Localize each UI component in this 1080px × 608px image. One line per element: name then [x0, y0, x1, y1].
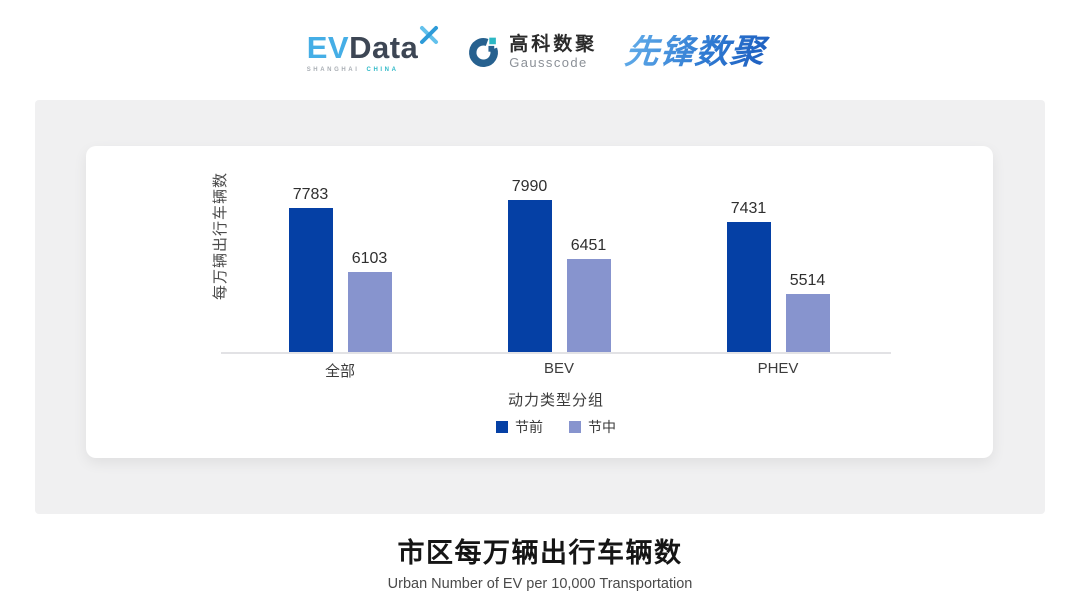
bar-series-1-cat-1	[566, 259, 611, 352]
x-axis-label: 动力类型分组	[507, 392, 604, 409]
chart-title: 市区每万辆出行车辆数	[397, 538, 683, 568]
bar-series-0-cat-1	[507, 200, 552, 352]
evdata-subtext: SHANGHAI CHINA	[307, 67, 399, 73]
bar-value-label: 5514	[789, 272, 826, 289]
chart-card: 每万辆出行车辆数 7783 6103 全部 7990 6451 BEV 7431 5514 PH…	[86, 146, 993, 458]
bar-series-0-cat-0	[288, 208, 333, 352]
gausscode-en-text: Gausscode	[509, 55, 588, 71]
legend-item-1: 节中	[569, 417, 616, 437]
bar-series-1-cat-2	[785, 294, 830, 352]
legend: 节前 节中	[221, 417, 891, 437]
gausscode-cn-text: 高科数聚	[509, 33, 598, 55]
evdata-data-text: Data	[349, 29, 419, 65]
pioneer-logo: 先锋数聚	[623, 33, 775, 71]
legend-item-0: 节前	[496, 417, 543, 437]
evdata-logo: EV Data SHANGHAI CHINA	[306, 25, 440, 73]
gausscode-g-icon	[469, 37, 499, 67]
category-label: 全部	[324, 363, 355, 380]
chart-subtitle: Urban Number of EV per 10,000 Transporta…	[387, 576, 693, 592]
logo-header: EV Data SHANGHAI CHINA 高科数聚 Gausscode 先锋数	[0, 16, 1080, 88]
evdata-ev-text: EV	[306, 29, 350, 65]
bar-value-label: 7990	[511, 178, 548, 195]
legend-label: 节中	[588, 419, 616, 435]
plot-area: 7783 6103 全部 7990 6451 BEV 7431 5514 PHEV	[221, 178, 891, 380]
bar-value-label: 6103	[351, 250, 388, 267]
title-block: 市区每万辆出行车辆数 Urban Number of EV per 10,000…	[0, 531, 1080, 592]
category-label: BEV	[543, 360, 574, 377]
evdata-sparkle-icon	[420, 25, 439, 44]
evdata-china-text: CHINA	[366, 66, 399, 73]
bar-value-label: 7431	[730, 200, 767, 217]
chart-panel: 每万辆出行车辆数 7783 6103 全部 7990 6451 BEV 7431 5514 PH…	[35, 100, 1045, 514]
gausscode-logo: 高科数聚 Gausscode	[467, 34, 597, 71]
bar-series-1-cat-0	[347, 272, 392, 352]
legend-swatch	[569, 421, 581, 433]
evdata-shanghai-text: SHANGHAI	[306, 66, 360, 73]
bar-value-label: 6451	[570, 237, 607, 254]
bar-series-0-cat-2	[726, 222, 771, 352]
legend-label: 节前	[515, 419, 543, 435]
category-label: PHEV	[757, 360, 799, 377]
x-axis-line	[221, 352, 891, 354]
evdata-wordmark: EV Data	[306, 25, 440, 65]
bar-value-label: 7783	[292, 186, 329, 203]
gausscode-text: 高科数聚 Gausscode	[509, 34, 597, 71]
legend-swatch	[496, 421, 508, 433]
